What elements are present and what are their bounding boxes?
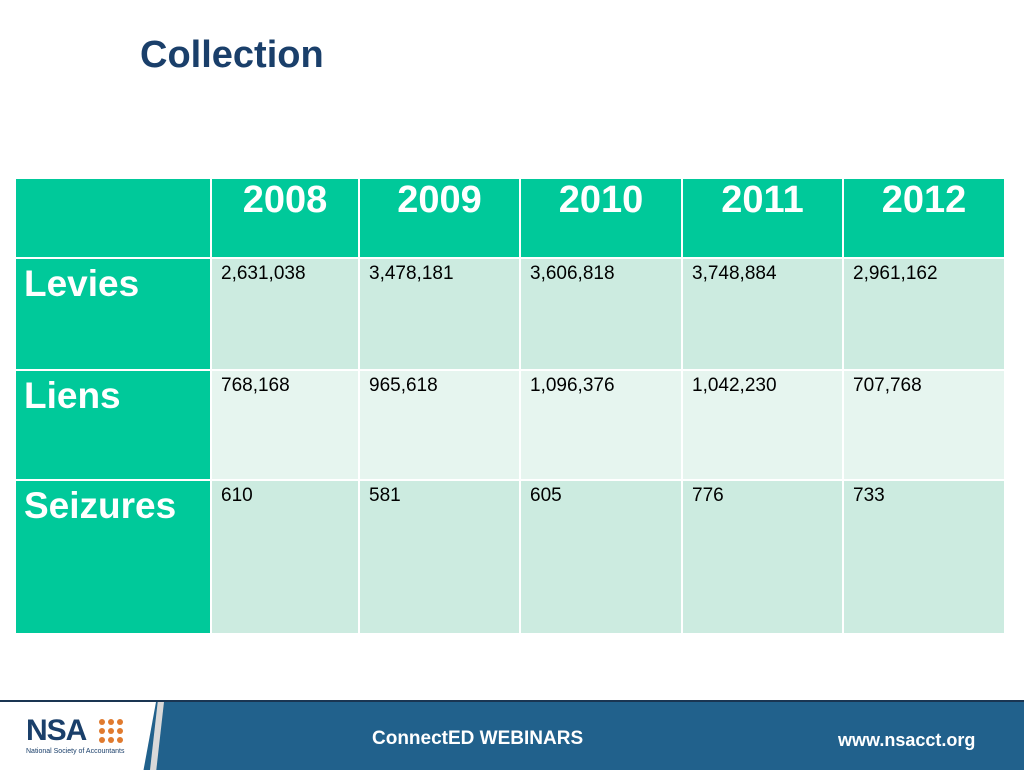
year-header-2012: 2012 xyxy=(844,179,1006,259)
logo-text: NSA xyxy=(26,714,87,747)
collection-table: 2008 2009 2010 2011 2012 Levies 2,631,03… xyxy=(16,179,1006,635)
footer-bar: NSA National Society of Accountants Conn… xyxy=(0,700,1024,770)
table-cell: 707,768 xyxy=(844,371,1006,481)
table-corner-cell xyxy=(16,179,212,259)
table-cell: 1,042,230 xyxy=(683,371,844,481)
table-cell: 2,961,162 xyxy=(844,259,1006,371)
table-cell: 2,631,038 xyxy=(212,259,360,371)
table-cell: 1,096,376 xyxy=(521,371,683,481)
slide-title: Collection xyxy=(140,34,324,76)
row-label-seizures: Seizures xyxy=(16,481,212,635)
row-label-levies: Levies xyxy=(16,259,212,371)
table-row-levies: Levies 2,631,038 3,478,181 3,606,818 3,7… xyxy=(16,259,1006,371)
logo-dots-icon xyxy=(99,719,123,743)
nsa-logo: NSA National Society of Accountants xyxy=(0,702,156,770)
year-header-2011: 2011 xyxy=(683,179,844,259)
year-header-2008: 2008 xyxy=(212,179,360,259)
table-cell: 610 xyxy=(212,481,360,635)
website-link[interactable]: www.nsacct.org xyxy=(838,730,976,750)
table-cell: 733 xyxy=(844,481,1006,635)
table-cell: 3,478,181 xyxy=(360,259,521,371)
table-row-seizures: Seizures 610 581 605 776 733 xyxy=(16,481,1006,635)
webinars-label: ConnectED WEBINARS xyxy=(372,728,584,749)
year-header-2010: 2010 xyxy=(521,179,683,259)
table-cell: 581 xyxy=(360,481,521,635)
table-cell: 768,168 xyxy=(212,371,360,481)
table-header-row: 2008 2009 2010 2011 2012 xyxy=(16,179,1006,259)
table-cell: 3,606,818 xyxy=(521,259,683,371)
table-row-liens: Liens 768,168 965,618 1,096,376 1,042,23… xyxy=(16,371,1006,481)
table-cell: 605 xyxy=(521,481,683,635)
table-cell: 3,748,884 xyxy=(683,259,844,371)
year-header-2009: 2009 xyxy=(360,179,521,259)
table-cell: 965,618 xyxy=(360,371,521,481)
table-cell: 776 xyxy=(683,481,844,635)
logo-subtitle: National Society of Accountants xyxy=(26,748,125,755)
row-label-liens: Liens xyxy=(16,371,212,481)
